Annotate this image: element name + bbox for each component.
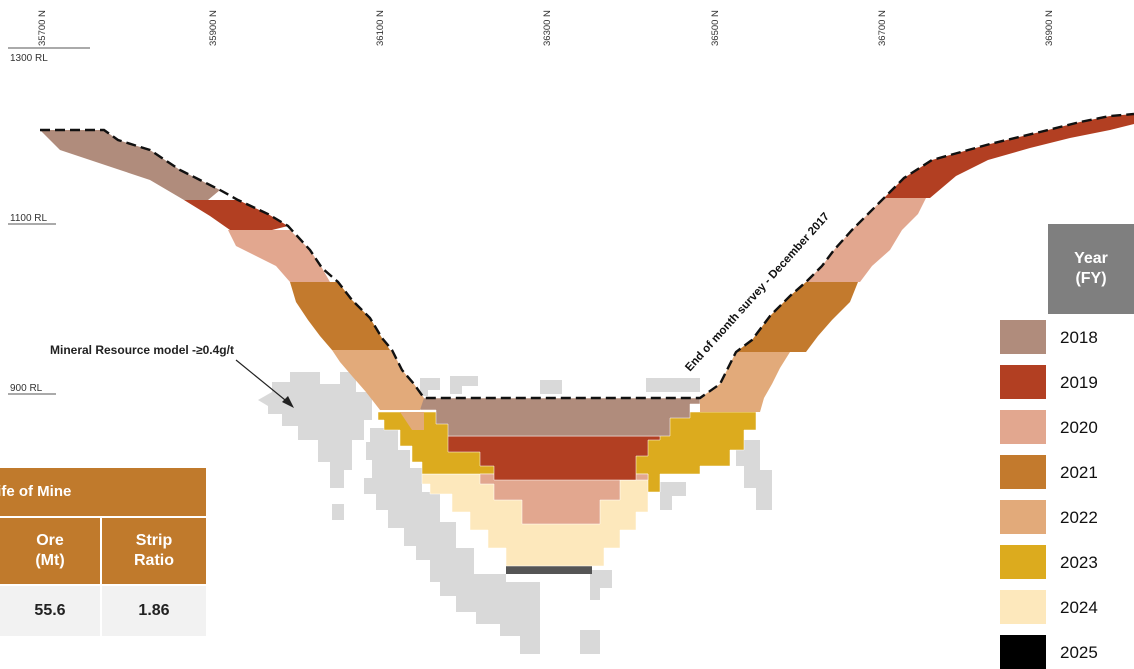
legend-label: 2023 bbox=[1060, 553, 1098, 572]
ore-header-line2: (Mt) bbox=[35, 552, 65, 569]
legend-swatch bbox=[1000, 500, 1046, 534]
legend-swatch bbox=[1000, 410, 1046, 444]
strip-header-line2: Ratio bbox=[134, 552, 174, 569]
legend-label: 2022 bbox=[1060, 508, 1098, 527]
stage-2020-inner bbox=[479, 473, 649, 525]
legend-item: 2019 bbox=[1000, 365, 1134, 399]
legend-item: 2023 bbox=[1000, 545, 1134, 579]
legend-item: 2022 bbox=[1000, 500, 1134, 534]
resource-model-blocks bbox=[258, 372, 772, 654]
legend-header: Year (FY) bbox=[1048, 224, 1134, 314]
pit-cross-section: 35700 N 35900 N 36100 N 36300 N 36500 N … bbox=[8, 10, 1134, 654]
stage-2019-right bbox=[884, 114, 1134, 198]
northing-label: 36700 N bbox=[877, 10, 888, 46]
legend-item: 2021 bbox=[1000, 455, 1134, 489]
stage-2018-left bbox=[40, 130, 220, 200]
legend-label: 2019 bbox=[1060, 373, 1098, 392]
rl-label-1300: 1300 RL bbox=[10, 53, 48, 64]
legend-swatch bbox=[1000, 545, 1046, 579]
legend-label: 2020 bbox=[1060, 418, 1098, 437]
stage-2018-inner bbox=[419, 397, 701, 437]
strip-ratio-value: 1.86 bbox=[102, 586, 206, 636]
life-of-mine-title: Life of Mine bbox=[0, 468, 206, 516]
stage-2021-left bbox=[290, 282, 390, 350]
strip-ratio-header: Strip Ratio bbox=[102, 518, 206, 584]
survey-outline bbox=[40, 112, 1134, 400]
stage-2019-left bbox=[184, 200, 288, 230]
rl-label-1100: 1100 RL bbox=[10, 213, 48, 224]
legend-title-fy: (FY) bbox=[1075, 270, 1107, 287]
legend-swatch bbox=[1000, 365, 1046, 399]
legend-item: 2018 bbox=[1000, 320, 1134, 354]
ore-header-line1: Ore bbox=[36, 532, 64, 549]
pit-floor bbox=[506, 566, 592, 574]
legend-label: 2025 bbox=[1060, 643, 1098, 662]
mining-stages bbox=[40, 114, 1134, 567]
stage-2020-left bbox=[228, 230, 330, 282]
legend-label: 2018 bbox=[1060, 328, 1098, 347]
northing-label: 36100 N bbox=[375, 10, 386, 46]
strip-header-line1: Strip bbox=[135, 532, 173, 549]
stage-2022-lower bbox=[400, 412, 424, 430]
stage-2022-left bbox=[332, 350, 424, 410]
ore-value: 55.6 bbox=[0, 586, 100, 636]
northing-labels: 35700 N 35900 N 36100 N 36300 N 36500 N … bbox=[8, 10, 1055, 49]
stage-2022-right bbox=[700, 352, 790, 412]
northing-label: 36300 N bbox=[542, 10, 553, 46]
stage-2020-right bbox=[806, 198, 926, 282]
northing-label: 36900 N bbox=[1044, 10, 1055, 46]
legend-item: 2020 bbox=[1000, 410, 1134, 444]
rl-labels: 1300 RL 1100 RL 900 RL bbox=[8, 53, 56, 395]
rl-label-900: 900 RL bbox=[10, 383, 43, 394]
legend-item: 2025 bbox=[1000, 635, 1134, 669]
legend-title-year: Year bbox=[1074, 250, 1108, 267]
stage-2019-inner bbox=[447, 435, 661, 481]
legend-swatch bbox=[1000, 455, 1046, 489]
legend-swatch bbox=[1000, 320, 1046, 354]
life-of-mine-title-text: Life of Mine bbox=[0, 483, 72, 500]
northing-label: 36500 N bbox=[710, 10, 721, 46]
legend-swatch bbox=[1000, 635, 1046, 669]
legend-label: 2024 bbox=[1060, 598, 1098, 617]
legend-item: 2024 bbox=[1000, 590, 1134, 624]
ore-header: Ore (Mt) bbox=[0, 518, 100, 584]
resource-model-callout: Mineral Resource model -≥0.4g/t bbox=[50, 343, 294, 408]
northing-label: 35900 N bbox=[208, 10, 219, 46]
resource-model-label: Mineral Resource model -≥0.4g/t bbox=[50, 343, 234, 357]
legend-swatch bbox=[1000, 590, 1046, 624]
stage-2021-right bbox=[736, 282, 858, 352]
legend-label: 2021 bbox=[1060, 463, 1098, 482]
northing-label: 35700 N bbox=[37, 10, 48, 46]
